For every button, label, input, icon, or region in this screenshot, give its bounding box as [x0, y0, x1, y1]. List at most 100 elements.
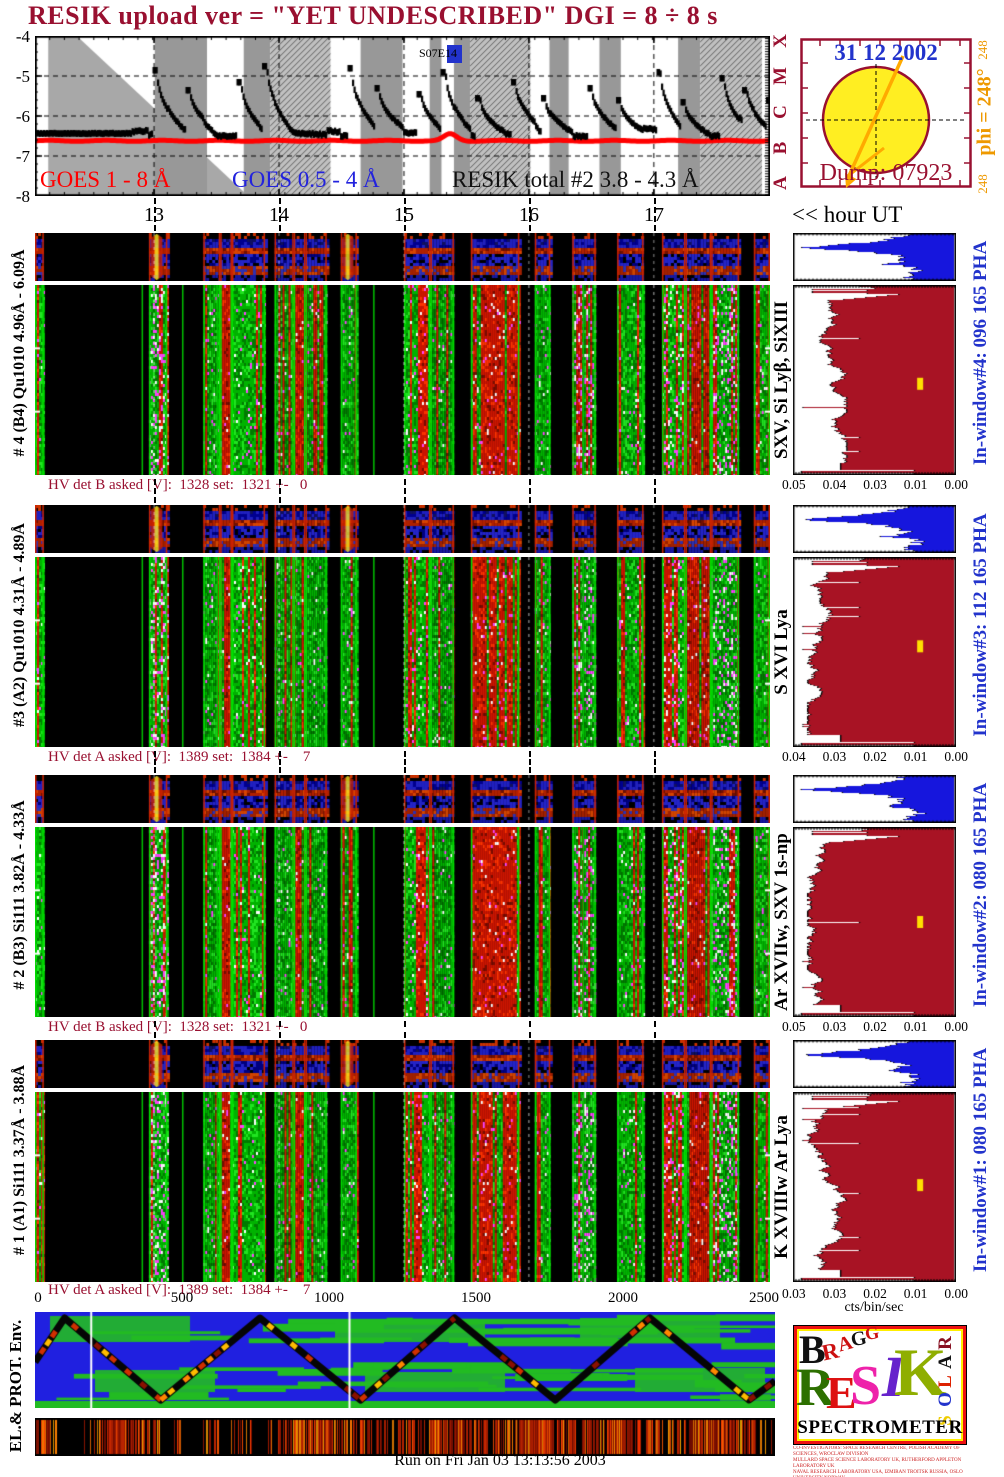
panel1-count-histogram [793, 1092, 956, 1282]
goes-class-x: X [770, 34, 791, 48]
phi-248-top: 248 [975, 40, 990, 60]
tick: 0.02 [863, 1286, 887, 1301]
tick: 0.03 [863, 477, 887, 492]
hour-grid-dash [279, 479, 282, 503]
phi-angle-label: phi = 248° [973, 68, 996, 156]
tick: 0.04 [782, 749, 806, 764]
goes-ytick: -7 [15, 147, 30, 166]
panel2-pha-histogram [793, 775, 956, 823]
logo-letter: A [934, 1355, 956, 1369]
tick: 0.03 [822, 1286, 847, 1301]
hour-grid-dash [403, 479, 406, 503]
dump-number: Dump: 07923 [819, 160, 953, 186]
tick: 0.05 [782, 477, 806, 492]
tick: 0.02 [863, 1019, 887, 1034]
hour-ut-label: << hour UT [792, 202, 903, 227]
panel4-spectrogram [35, 285, 770, 475]
panel4-spectral-label: SXV, Si Lyβ, SiXIII [771, 300, 792, 460]
panel4-pha-histogram [793, 233, 956, 281]
rec-axis-2000: 2000 [608, 1290, 638, 1306]
rec-axis-2500: 2500 [749, 1290, 779, 1306]
rec-axis-500: 500 [170, 1290, 194, 1306]
panel1-spectral-label: K XVIIIw Ar Lya [771, 1115, 792, 1259]
panel1-left-label: # 1 (A1) Si111 3.37Å - 3.88Å [11, 1064, 28, 1256]
env-panel-label: EL.& PROT. Env. [6, 1319, 25, 1453]
tick: 0.04 [822, 477, 847, 492]
tick: 0.01 [903, 1019, 928, 1034]
panel3-count-histogram [793, 557, 956, 747]
tick: 0.00 [944, 477, 968, 492]
logo-credits: CO-INVESTIGATORS: SPACE RESEARCH CENTRE,… [793, 1446, 967, 1477]
rec-axis-1000: 1000 [314, 1290, 344, 1306]
tick: 0.01 [903, 1286, 928, 1301]
hour-grid-dash [653, 198, 656, 231]
goes-ytick: -8 [15, 187, 30, 206]
hour-grid-dash [403, 198, 406, 231]
logo-spectrometer: SPECTROMETER [797, 1417, 963, 1438]
tick: 0.01 [903, 749, 928, 764]
goes-ytick: -4 [15, 27, 30, 46]
tick: 0.03 [822, 1019, 847, 1034]
panel2-spectral-label: Ar XVIIw, SXV 1s-np [771, 833, 792, 1011]
logo-letter: R [934, 1336, 956, 1350]
panel3-window-label: In-window#3: 112 165 PHA [970, 513, 991, 737]
panel3-hist-axis: 0.04 0.03 0.02 0.01 0.00 [782, 749, 968, 765]
goes-legend-1-8: GOES 1 - 8 Å [40, 167, 171, 192]
tick: 0.03 [782, 1286, 806, 1301]
resik-total-legend: RESIK total #2 3.8 - 4.3 Å [452, 167, 699, 192]
panel3-pha-strip [35, 505, 770, 553]
tick: 0.00 [944, 749, 968, 764]
hour-grid-dash [653, 1021, 656, 1038]
hour-tick-14: 14 [269, 204, 289, 226]
logo-letter-I: I [882, 1344, 905, 1409]
tick: 0.01 [903, 477, 928, 492]
sun-crosshair [806, 64, 966, 178]
observation-date: 31 12 2002 [834, 40, 938, 65]
hour-grid-dash [528, 1021, 531, 1038]
panel2-hv-status: HV det B asked [V]: 1328 set: 1321 +- 0 [48, 1019, 308, 1035]
goes-ytick: -5 [15, 67, 30, 86]
flare-marker-label: S07E14 [419, 46, 458, 60]
goes-class-a: A [770, 176, 791, 190]
goes-class-m: M [770, 67, 791, 85]
hour-grid-dash [403, 751, 406, 773]
tick: 0.00 [944, 1286, 968, 1301]
panel3-left-label: #3 (A2) Qu1010 4.31Å - 4.89Å [11, 523, 28, 727]
panel4-hv-status: HV det B asked [V]: 1328 set: 1321 +- 0 [48, 477, 308, 493]
flare-position-marker [447, 45, 462, 63]
panel2-window-label: In-window#2: 080 165 PHA [970, 782, 991, 1008]
hour-grid-dash [154, 1021, 157, 1038]
resik-logo: B R A G G R E S I K S O L A R SPECTROMET… [793, 1322, 967, 1445]
rec-axis-1500: 1500 [461, 1290, 491, 1306]
credit-line: NAVAL RESEARCH LABORATORY USA, IZMIRAN T… [793, 1470, 963, 1477]
panel2-spectrogram [35, 827, 770, 1017]
goes-class-c: C [770, 105, 791, 119]
dose-barcode-strip [35, 1418, 775, 1456]
panel4-count-histogram [793, 285, 956, 475]
hour-grid-dash [154, 198, 157, 231]
panel3-spectral-label: S XVI Lya [771, 609, 792, 695]
logo-letter-E: E [826, 1367, 857, 1418]
panel4-hist-axis: 0.05 0.04 0.03 0.01 0.00 [782, 477, 968, 493]
goes-ytick: -6 [15, 107, 30, 126]
logo-letter: B [799, 1327, 826, 1372]
goes-class-b: B [770, 141, 791, 155]
phi-248-bottom: 248 [975, 174, 990, 194]
panel4-pha-strip [35, 233, 770, 281]
hour-grid-dash [653, 751, 656, 773]
hour-grid-dash [279, 198, 282, 231]
credit-line: CO-INVESTIGATORS: SPACE RESEARCH CENTRE,… [793, 1446, 960, 1457]
panel3-pha-histogram [793, 505, 956, 553]
logo-letter-S: S [850, 1355, 882, 1417]
panel1-pha-strip [35, 1040, 770, 1088]
hist-x-axis-title: cts/bin/sec [844, 1300, 904, 1315]
logo-letter-K: K [894, 1334, 947, 1410]
panel2-hist-axis: 0.05 0.03 0.02 0.01 0.00 [782, 1019, 968, 1035]
panel3-spectrogram [35, 557, 770, 747]
tick: 0.00 [944, 1019, 968, 1034]
goes-legend-05-4: GOES 0.5 - 4 Å [232, 167, 380, 192]
hour-grid-dash [528, 751, 531, 773]
sun-frame-ticks [802, 40, 970, 186]
panel1-hv-status: HV det A asked [V]: 1389 set: 1384 +- 7 [48, 1282, 311, 1298]
